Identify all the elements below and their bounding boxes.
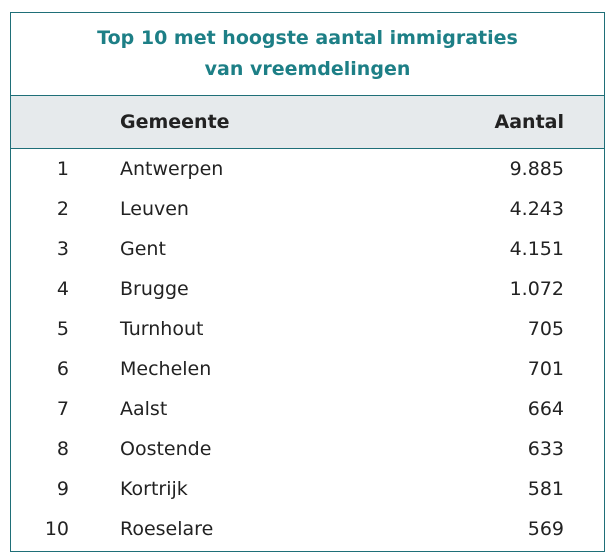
rank-cell: 9: [56, 478, 69, 500]
gemeente-cell: Antwerpen: [120, 158, 224, 180]
rank-cell: 2: [56, 198, 69, 220]
table-row: 8 Oostende 633: [11, 429, 604, 469]
aantal-cell: 664: [527, 398, 564, 420]
gemeente-cell: Brugge: [120, 278, 189, 300]
aantal-cell: 4.151: [509, 238, 564, 260]
table-row: 4 Brugge 1.072: [11, 269, 604, 309]
table-row: 6 Mechelen 701: [11, 349, 604, 389]
table-title: Top 10 met hoogste aantal immigraties va…: [11, 13, 604, 96]
rank-cell: 8: [56, 438, 69, 460]
title-line-2: van vreemdelingen: [204, 58, 411, 80]
aantal-cell: 581: [527, 478, 564, 500]
gemeente-cell: Mechelen: [120, 358, 212, 380]
gemeente-cell: Leuven: [120, 198, 189, 220]
table-row: 7 Aalst 664: [11, 389, 604, 429]
gemeente-cell: Kortrijk: [120, 478, 188, 500]
aantal-cell: 705: [527, 318, 564, 340]
table-row: 3 Gent 4.151: [11, 229, 604, 269]
rank-cell: 10: [44, 518, 69, 540]
rank-cell: 5: [56, 318, 69, 340]
immigration-table: Top 10 met hoogste aantal immigraties va…: [10, 12, 605, 552]
rank-cell: 6: [56, 358, 69, 380]
header-gemeente: Gemeente: [120, 111, 230, 133]
aantal-cell: 569: [527, 518, 564, 540]
gemeente-cell: Aalst: [120, 398, 168, 420]
aantal-cell: 633: [527, 438, 564, 460]
rank-cell: 4: [56, 278, 69, 300]
aantal-cell: 701: [527, 358, 564, 380]
title-line-1: Top 10 met hoogste aantal immigraties: [97, 27, 518, 49]
aantal-cell: 9.885: [509, 158, 564, 180]
gemeente-cell: Roeselare: [120, 518, 214, 540]
rank-cell: 1: [56, 158, 69, 180]
table-row: 10 Roeselare 569: [11, 509, 604, 549]
rank-cell: 3: [56, 238, 69, 260]
gemeente-cell: Gent: [120, 238, 166, 260]
gemeente-cell: Turnhout: [120, 318, 204, 340]
table-header: Gemeente Aantal: [11, 96, 604, 149]
table-body: 1 Antwerpen 9.885 2 Leuven 4.243 3 Gent 4.151 4 Br…: [11, 149, 604, 549]
table-row: 2 Leuven 4.243: [11, 189, 604, 229]
table-row: 5 Turnhout 705: [11, 309, 604, 349]
table-row: 9 Kortrijk 581: [11, 469, 604, 509]
aantal-cell: 1.072: [509, 278, 564, 300]
table-row: 1 Antwerpen 9.885: [11, 149, 604, 189]
header-aantal: Aantal: [494, 111, 564, 133]
gemeente-cell: Oostende: [120, 438, 212, 460]
rank-cell: 7: [56, 398, 69, 420]
aantal-cell: 4.243: [509, 198, 564, 220]
